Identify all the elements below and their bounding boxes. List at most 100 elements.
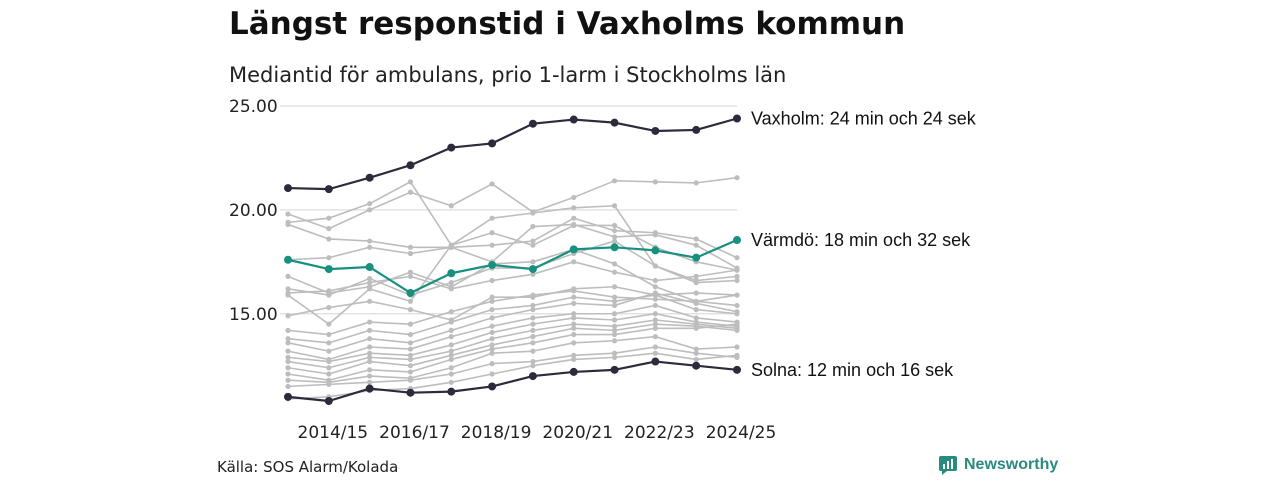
data-point bbox=[448, 371, 454, 377]
data-point bbox=[569, 367, 578, 376]
data-point bbox=[489, 215, 495, 221]
series-line bbox=[287, 323, 738, 375]
data-point bbox=[530, 327, 536, 333]
data-point bbox=[407, 331, 414, 338]
data-point bbox=[571, 205, 577, 211]
series-line bbox=[287, 360, 738, 403]
data-point bbox=[448, 334, 454, 340]
data-point bbox=[734, 327, 740, 333]
data-point bbox=[407, 298, 414, 304]
data-point bbox=[489, 242, 495, 248]
data-point bbox=[693, 350, 699, 356]
series-solna bbox=[284, 357, 741, 405]
data-point bbox=[365, 173, 374, 182]
series-line bbox=[287, 117, 738, 191]
data-point bbox=[734, 273, 740, 279]
data-point bbox=[571, 352, 577, 358]
data-point bbox=[285, 290, 291, 296]
data-point bbox=[571, 325, 577, 331]
data-point bbox=[652, 334, 658, 340]
data-point bbox=[489, 315, 495, 321]
background-series-kommun-21 bbox=[285, 334, 740, 385]
axis-layer: 15.00 20.00 25.00 2014/15 2016/17 2018/19 2020… bbox=[229, 97, 776, 443]
data-point bbox=[571, 331, 577, 338]
data-point bbox=[611, 203, 618, 209]
data-point bbox=[324, 185, 333, 194]
data-point bbox=[571, 340, 577, 346]
data-point bbox=[489, 329, 495, 336]
data-point bbox=[734, 344, 740, 350]
highlighted-series-layer bbox=[284, 114, 741, 405]
data-point bbox=[692, 361, 701, 370]
data-point bbox=[489, 277, 495, 284]
x-tick-label: 2022/23 bbox=[624, 423, 695, 443]
data-point bbox=[367, 201, 373, 207]
data-point bbox=[530, 334, 536, 340]
data-point bbox=[367, 244, 373, 250]
data-point bbox=[326, 381, 332, 387]
data-point bbox=[284, 255, 292, 264]
data-point bbox=[651, 246, 660, 255]
data-point bbox=[652, 179, 658, 185]
series-line bbox=[287, 319, 738, 369]
series-line bbox=[287, 224, 738, 325]
data-point bbox=[285, 336, 291, 342]
x-tick-label: 2024/25 bbox=[706, 423, 777, 443]
series-line bbox=[287, 304, 738, 361]
data-point bbox=[693, 273, 699, 279]
data-point bbox=[652, 232, 658, 238]
data-point bbox=[610, 243, 619, 252]
data-point bbox=[284, 392, 292, 401]
data-point bbox=[693, 180, 699, 186]
data-point bbox=[652, 263, 658, 269]
data-point bbox=[530, 348, 536, 354]
data-point bbox=[407, 377, 414, 383]
data-point bbox=[611, 228, 618, 234]
data-point bbox=[569, 245, 578, 254]
data-point bbox=[448, 279, 454, 286]
data-point bbox=[733, 114, 741, 123]
data-point bbox=[367, 319, 373, 325]
series-line bbox=[287, 292, 738, 352]
data-point bbox=[367, 344, 373, 350]
data-point bbox=[285, 327, 291, 333]
data-point bbox=[652, 325, 658, 331]
y-tick-label: 15.00 bbox=[229, 305, 278, 325]
data-point bbox=[407, 269, 414, 275]
x-tick-label: 2016/17 bbox=[379, 423, 450, 443]
background-series-kommun-15 bbox=[285, 290, 740, 354]
data-point bbox=[652, 290, 658, 296]
data-point bbox=[407, 352, 414, 358]
data-point bbox=[610, 118, 619, 127]
data-point bbox=[367, 298, 373, 304]
data-point bbox=[530, 315, 536, 321]
data-point bbox=[489, 181, 495, 187]
series-line bbox=[287, 335, 738, 384]
data-point bbox=[693, 315, 699, 321]
data-point bbox=[528, 119, 537, 128]
data-point bbox=[611, 284, 618, 290]
data-point bbox=[448, 244, 454, 250]
data-point bbox=[285, 221, 291, 228]
data-point bbox=[407, 189, 414, 195]
data-point bbox=[326, 304, 332, 311]
data-point bbox=[406, 288, 415, 297]
background-series-kommun-4 bbox=[285, 175, 740, 232]
series-line bbox=[287, 312, 738, 363]
data-point bbox=[367, 354, 373, 360]
data-point bbox=[367, 373, 373, 379]
line-chart: 15.00 20.00 25.00 2014/15 2016/17 2018/19 2020… bbox=[229, 97, 977, 443]
data-point bbox=[693, 346, 699, 352]
data-point bbox=[365, 263, 374, 272]
data-point bbox=[324, 397, 333, 405]
data-point bbox=[367, 327, 373, 333]
data-point bbox=[734, 309, 740, 315]
series-line bbox=[287, 248, 738, 303]
data-point bbox=[326, 365, 332, 371]
data-point bbox=[528, 372, 537, 381]
data-point bbox=[571, 194, 577, 201]
data-point bbox=[489, 230, 495, 236]
data-point bbox=[611, 261, 618, 267]
data-point bbox=[734, 292, 740, 298]
series-line bbox=[287, 176, 738, 230]
